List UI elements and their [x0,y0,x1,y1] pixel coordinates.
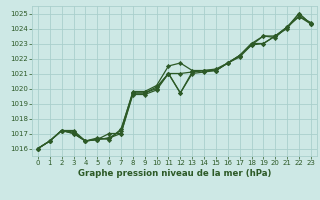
X-axis label: Graphe pression niveau de la mer (hPa): Graphe pression niveau de la mer (hPa) [78,169,271,178]
